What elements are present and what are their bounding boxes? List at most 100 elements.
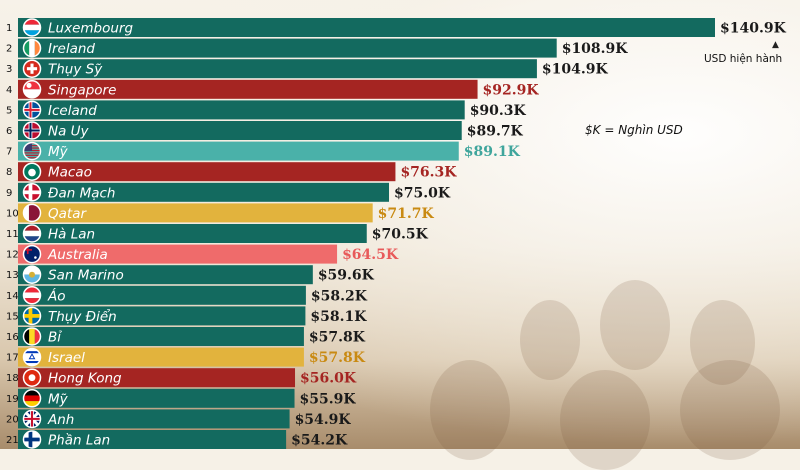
bar: [18, 409, 290, 429]
country-label: Hong Kong: [48, 371, 122, 387]
crowd-silhouette: [430, 360, 510, 460]
country-label: Mỹ: [48, 144, 69, 160]
rank-label: 1: [6, 23, 12, 34]
denmark-flag-icon: [22, 183, 42, 202]
rank-label: 13: [6, 270, 19, 281]
bar: [18, 162, 396, 182]
value-label: $56.0K: [300, 371, 357, 387]
unit-note: USD hiện hành: [704, 53, 783, 65]
belgium-flag-icon: [22, 327, 42, 346]
thousand-note: $K = Nghìn USD: [585, 123, 683, 137]
value-label: $76.3K: [400, 165, 457, 181]
bar: [18, 59, 537, 79]
country-label: Israel: [48, 350, 85, 366]
country-label: Hà Lan: [48, 227, 95, 243]
country-label: Đan Mạch: [48, 185, 115, 201]
rank-label: 2: [6, 44, 12, 55]
value-label: $58.2K: [311, 288, 368, 304]
value-label: $58.1K: [310, 309, 367, 325]
bar: [18, 121, 462, 140]
country-label: Luxembourg: [48, 21, 133, 37]
rank-label: 10: [6, 208, 19, 219]
rank-label: 8: [6, 167, 12, 178]
bar: [18, 18, 715, 37]
bar: [18, 347, 304, 367]
value-label: $54.2K: [291, 433, 348, 449]
rank-label: 5: [6, 105, 12, 116]
bar: [18, 388, 295, 408]
value-label: $140.9K: [720, 21, 787, 37]
bar-chart: 1 Luxembourg $140.9K 2 Ireland $108.9K 3 Thụy S…: [6, 18, 787, 449]
qatar-flag-icon: [22, 203, 42, 223]
bar: [18, 368, 296, 388]
iceland-flag-icon: [22, 100, 42, 120]
bar: [18, 79, 478, 99]
country-label: Na Uy: [48, 124, 90, 140]
bar: [18, 430, 287, 449]
rank-label: 6: [6, 126, 12, 137]
bar: [18, 100, 465, 120]
usa-flag-icon: [22, 141, 42, 161]
bar: [18, 141, 459, 161]
crowd-silhouette: [520, 300, 580, 380]
bar: [18, 265, 313, 285]
bar: [18, 327, 304, 346]
netherlands-flag-icon: [22, 224, 42, 243]
country-label: Phần Lan: [48, 433, 110, 449]
israel-flag-icon: [22, 347, 42, 367]
bar: [18, 244, 338, 264]
value-label: $64.5K: [342, 247, 399, 263]
macao-flag-icon: [22, 162, 42, 181]
country-label: Mỹ: [48, 391, 69, 407]
singapore-flag-icon: [22, 80, 42, 99]
rank-label: 11: [6, 229, 19, 240]
value-label: $108.9K: [562, 41, 629, 57]
finland-flag-icon: [22, 430, 42, 449]
bar: [18, 38, 557, 58]
value-label: $55.9K: [300, 391, 357, 407]
value-label: $89.7K: [467, 124, 524, 140]
crowd-silhouette: [680, 360, 780, 460]
bar: [18, 285, 306, 305]
rank-label: 7: [6, 147, 12, 158]
rank-label: 17: [6, 353, 19, 364]
bar: [18, 182, 390, 202]
value-label: $89.1K: [464, 144, 521, 160]
value-label: $104.9K: [542, 62, 609, 78]
value-label: $92.9K: [483, 82, 540, 98]
australia-flag-icon: [22, 244, 42, 264]
arrow-up-icon: ▲: [772, 40, 779, 50]
switzerland-flag-icon: [22, 59, 42, 78]
country-label: Iceland: [48, 103, 97, 119]
rank-label: 3: [6, 64, 12, 75]
country-label: Australia: [47, 247, 108, 263]
value-label: $59.6K: [318, 268, 375, 284]
country-label: Áo: [47, 287, 66, 304]
rank-label: 19: [6, 394, 19, 405]
value-label: $71.7K: [378, 206, 435, 222]
country-label: Macao: [48, 165, 92, 181]
luxembourg-flag-icon: [22, 18, 42, 37]
crowd-silhouette: [600, 280, 670, 370]
rank-label: 18: [6, 373, 19, 384]
value-label: $57.8K: [309, 330, 366, 346]
norway-flag-icon: [22, 121, 42, 140]
value-label: $90.3K: [470, 103, 527, 119]
country-label: Bỉ: [48, 330, 62, 346]
uk-flag-icon: [22, 409, 42, 429]
rank-label: 14: [6, 291, 19, 302]
country-label: San Marino: [48, 268, 124, 284]
ireland-flag-icon: [22, 38, 42, 58]
bar: [18, 306, 306, 326]
bar: [18, 224, 367, 243]
rank-label: 21: [6, 435, 19, 446]
country-label: Thụy Sỹ: [48, 62, 103, 78]
country-label: Singapore: [48, 82, 116, 98]
rank-label: 16: [6, 332, 19, 343]
san-marino-flag-icon: [22, 265, 42, 284]
value-label: $70.5K: [372, 227, 429, 243]
bar: [18, 203, 373, 223]
country-label: Anh: [47, 412, 74, 428]
germany-flag-icon: [22, 389, 42, 408]
hong-kong-flag-icon: [22, 368, 42, 387]
